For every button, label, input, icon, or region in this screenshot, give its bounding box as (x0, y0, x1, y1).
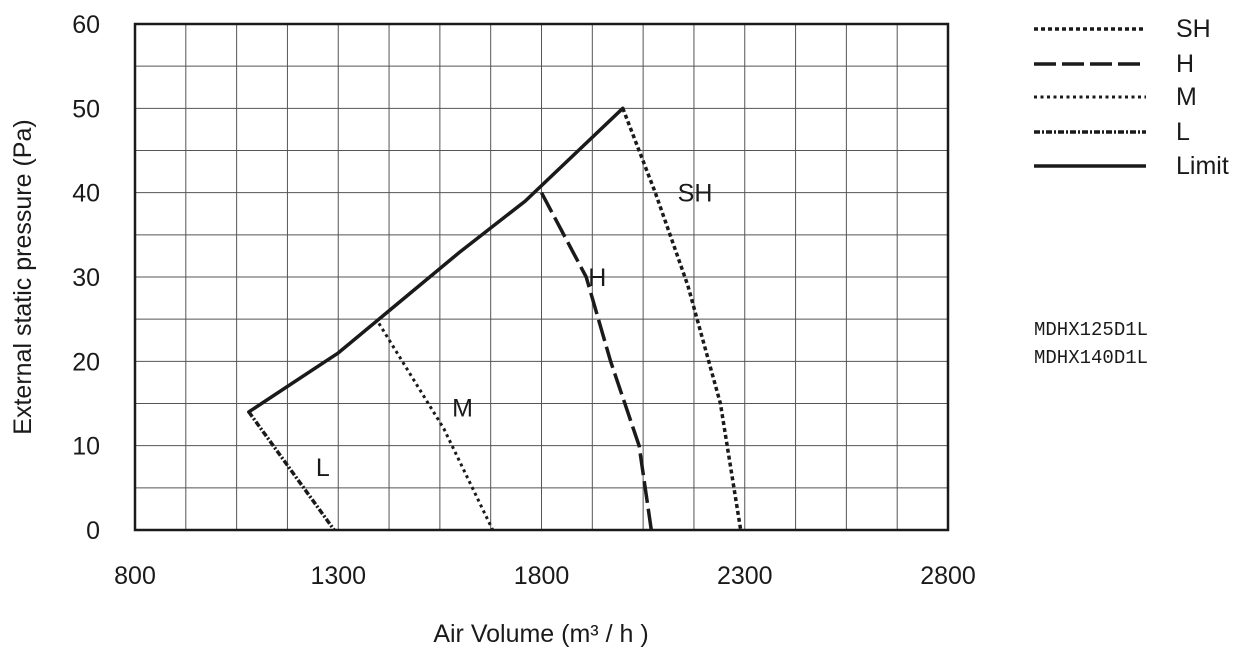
legend-label-h: H (1176, 50, 1194, 78)
legend-label-limit: Limit (1176, 152, 1229, 180)
x-tick-label: 1300 (310, 562, 366, 590)
y-tick-label: 30 (72, 264, 100, 292)
legend: SH HML Limit (1034, 15, 1229, 180)
curve-labels: SH H M L (316, 180, 713, 482)
curve-label-m: M (452, 395, 473, 423)
series-line-l (247, 410, 336, 532)
curve-label-l: L (316, 454, 330, 482)
series-line-m (377, 322, 495, 531)
y-tick-label: 40 (72, 180, 100, 208)
tick-labels: 800 1300 1800 2300 2800 0 10 20 30 40 50 60 (72, 11, 976, 590)
series-line-sh (621, 107, 743, 531)
x-tick-label: 800 (114, 562, 156, 590)
y-tick-label: 60 (72, 11, 100, 39)
curves (247, 106, 743, 532)
x-tick-label: 2300 (717, 562, 773, 590)
x-tick-label: 1800 (514, 562, 570, 590)
y-tick-label: 50 (72, 95, 100, 123)
series-line-h (539, 191, 654, 531)
series-line-limit (247, 106, 625, 414)
curve-label-h: H (588, 264, 606, 292)
legend-label-sh: SH (1176, 15, 1211, 43)
legend-label-l: L (1176, 118, 1190, 146)
y-tick-label: 10 (72, 433, 100, 461)
model-name: MDHX125D1L (1034, 319, 1148, 341)
x-tick-label: 2800 (920, 562, 976, 590)
curve-label-sh: SH (678, 180, 713, 208)
model-list: MDHX125D1L MDHX140D1L (1034, 319, 1148, 369)
x-axis-title: Air Volume (m³ / h ) (433, 620, 648, 648)
y-axis-title: External static pressure (Pa) (9, 119, 37, 434)
model-name: MDHX140D1L (1034, 347, 1148, 369)
plot-frame (133, 22, 950, 532)
legend-label-m: M (1176, 83, 1197, 111)
grid (135, 24, 948, 530)
y-tick-label: 0 (86, 517, 100, 545)
y-tick-label: 20 (72, 348, 100, 376)
